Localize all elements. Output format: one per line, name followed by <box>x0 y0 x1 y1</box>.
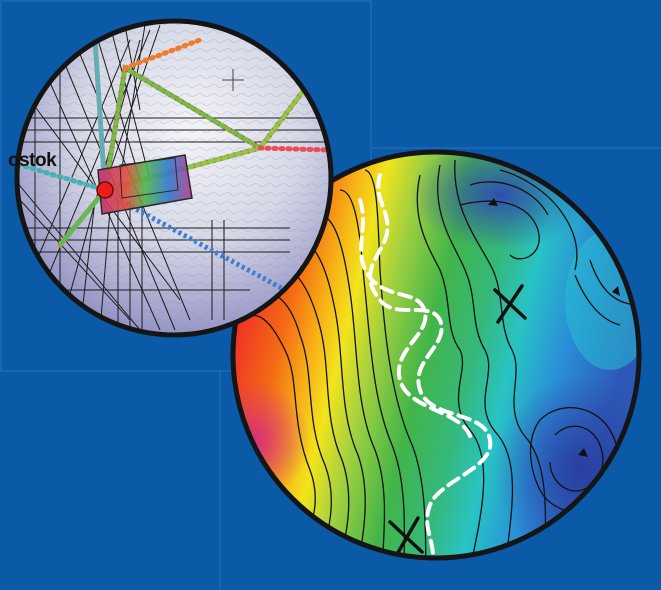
station-marker <box>96 181 114 199</box>
dashed-outline <box>358 173 493 558</box>
x-markers <box>388 284 527 558</box>
lake-outline <box>97 154 193 215</box>
station-label: ostok <box>8 150 57 171</box>
flight-tracks <box>17 37 331 248</box>
contour-map-inset <box>230 149 642 561</box>
flightline-map-inset <box>14 18 334 338</box>
contour-ticks <box>488 198 620 457</box>
crosshair-markers <box>222 69 244 91</box>
